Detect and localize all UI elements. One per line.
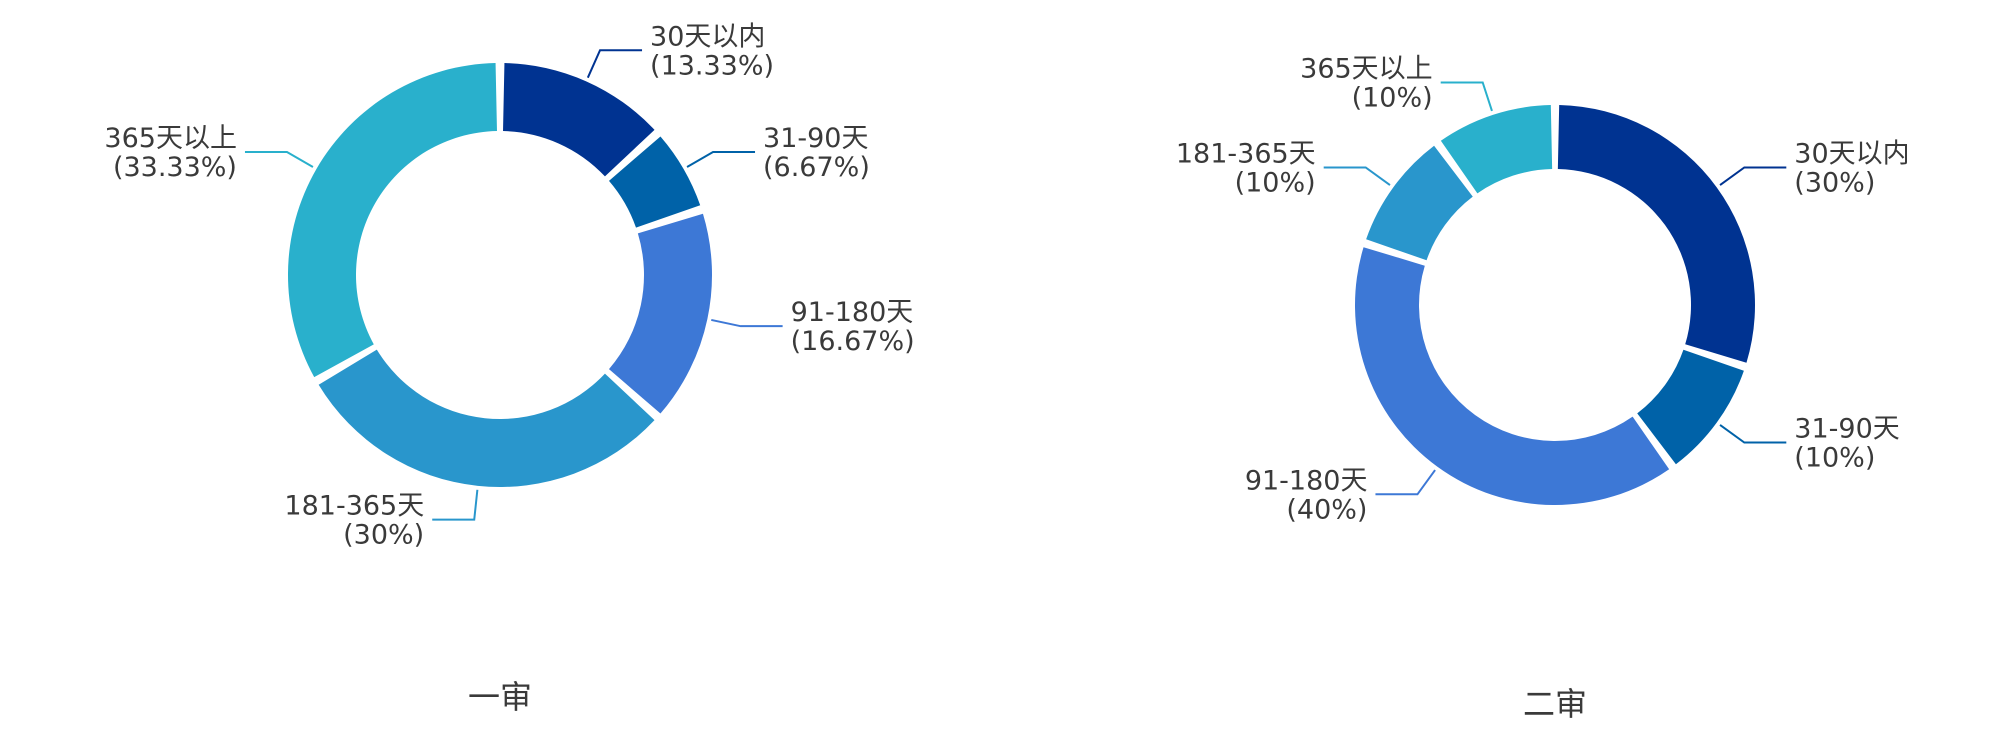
slice-label: 30天以内 — [1794, 138, 1909, 169]
leader-line — [1375, 469, 1436, 496]
leader-line — [711, 318, 783, 328]
leader-line — [1323, 166, 1391, 186]
slice-label: 181-365天 — [284, 491, 424, 522]
slice-percent-label: (30%) — [343, 520, 424, 551]
leader-line — [244, 150, 314, 168]
donut-slice[interactable] — [1637, 349, 1744, 465]
chart-second-instance: 30天以内(30%)31-90天(10%)91-180天(40%)181-365… — [1176, 53, 1910, 723]
leader-line — [432, 489, 479, 521]
donut-slice[interactable] — [1557, 105, 1755, 363]
slice-label: 365天以上 — [104, 123, 237, 154]
slice-label: 31-90天 — [763, 123, 868, 154]
slice-percent-label: (33.33%) — [113, 152, 237, 183]
slice-percent-label: (30%) — [1794, 167, 1875, 198]
slice-percent-label: (16.67%) — [791, 326, 915, 357]
donut-slice[interactable] — [1366, 145, 1473, 261]
leader-line — [1719, 424, 1787, 444]
leader-line — [1719, 166, 1787, 186]
slice-percent-label: (6.67%) — [763, 152, 870, 183]
chart-title: 二审 — [1523, 685, 1587, 723]
leader-line — [1440, 81, 1493, 112]
donut-slice[interactable] — [608, 136, 701, 228]
donut-slice[interactable] — [287, 63, 497, 378]
donut-slice[interactable] — [503, 63, 655, 177]
leader-line — [686, 150, 756, 168]
leader-line — [586, 49, 643, 79]
donut-slice[interactable] — [1440, 105, 1553, 194]
slice-percent-label: (10%) — [1352, 82, 1433, 113]
chart-title: 一审 — [468, 678, 532, 716]
slice-label: 365天以上 — [1300, 53, 1433, 84]
donut-slice[interactable] — [1355, 247, 1670, 506]
donut-slice[interactable] — [608, 213, 712, 414]
slice-percent-label: (10%) — [1794, 443, 1875, 474]
slice-label: 181-365天 — [1176, 138, 1316, 169]
chart-first-instance: 30天以内(13.33%) 31-90天(6.67%) 91-180天(16.67%… — [104, 21, 914, 716]
slice-percent-label: (40%) — [1286, 494, 1367, 525]
slice-percent-label: (13.33%) — [650, 50, 774, 81]
slice-label: 31-90天 — [1794, 414, 1899, 445]
slice-label: 91-180天 — [791, 297, 914, 328]
slice-percent-label: (10%) — [1235, 167, 1316, 198]
slice-label: 30天以内 — [650, 21, 765, 52]
donut-slice[interactable] — [318, 349, 655, 487]
slice-label: 91-180天 — [1245, 465, 1368, 496]
